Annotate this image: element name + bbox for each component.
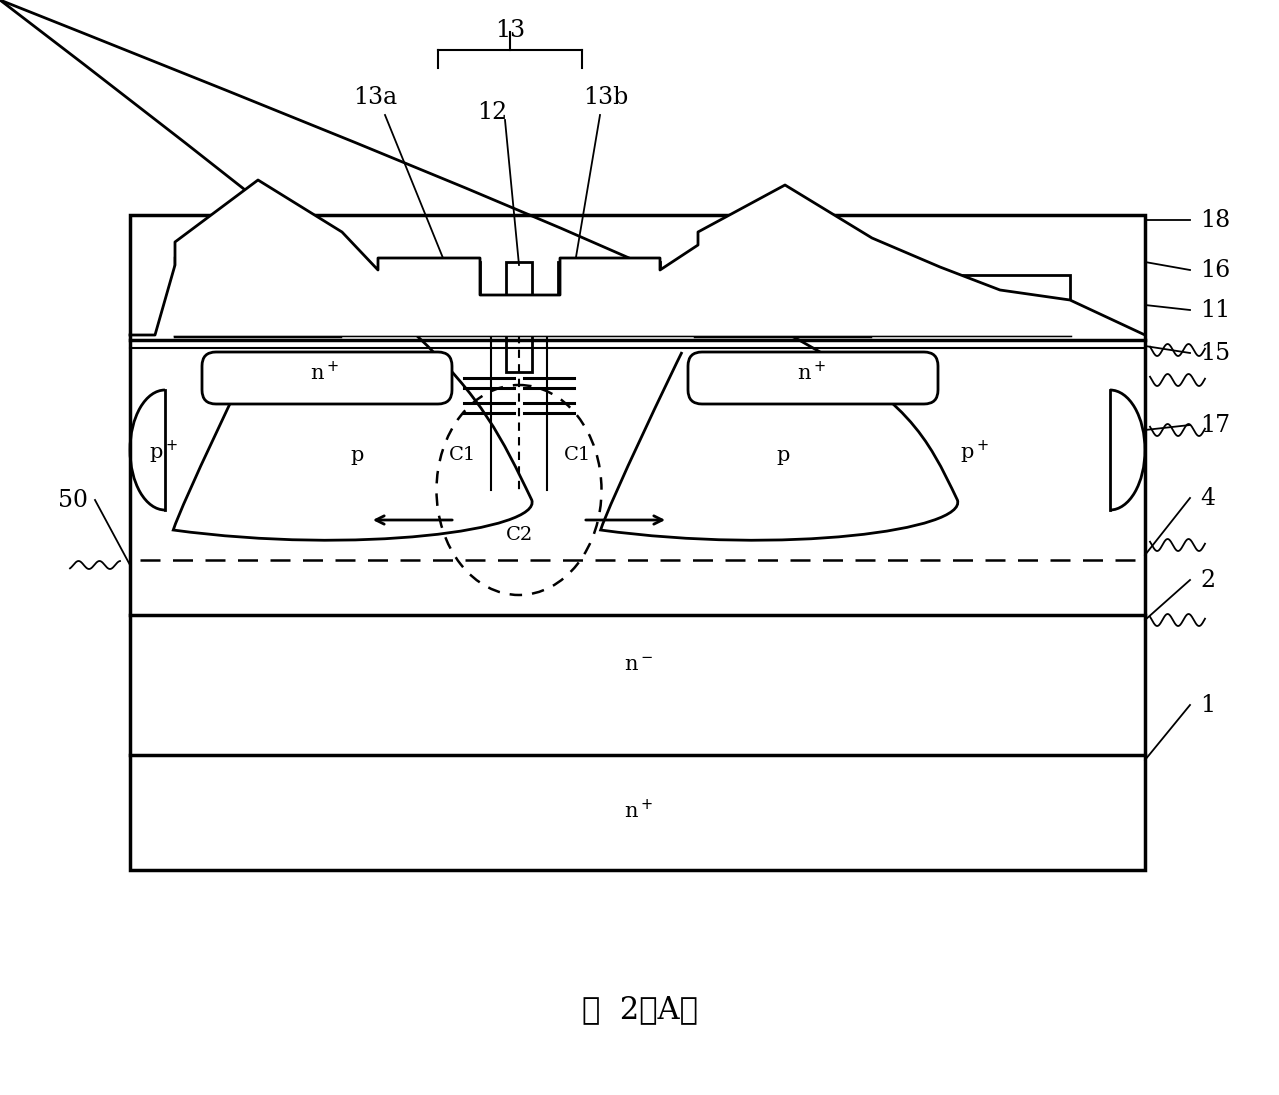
Text: 13: 13 — [495, 19, 526, 42]
Bar — [175, 258, 340, 336]
Bar — [558, 262, 660, 332]
Text: 15: 15 — [1200, 342, 1230, 365]
Text: 2: 2 — [1200, 568, 1215, 591]
Text: 12: 12 — [477, 101, 508, 124]
Text: 1: 1 — [1200, 693, 1215, 716]
Text: n$^+$: n$^+$ — [797, 360, 826, 383]
Text: n$^-$: n$^-$ — [624, 656, 654, 675]
Text: p$^+$: p$^+$ — [150, 438, 179, 465]
Text: 17: 17 — [1200, 414, 1230, 437]
Text: C2: C2 — [505, 526, 532, 544]
FancyBboxPatch shape — [688, 351, 938, 404]
FancyBboxPatch shape — [202, 351, 451, 404]
Text: 11: 11 — [1200, 299, 1230, 322]
Text: C1: C1 — [449, 446, 476, 464]
Text: C1: C1 — [563, 446, 591, 464]
Text: 4: 4 — [1200, 486, 1215, 509]
Bar — [379, 262, 480, 332]
Text: n$^+$: n$^+$ — [624, 798, 654, 821]
Text: 13b: 13b — [583, 85, 628, 108]
Bar — [940, 275, 1071, 335]
Bar — [694, 258, 870, 336]
Text: 16: 16 — [1200, 258, 1230, 281]
Bar — [130, 215, 1145, 871]
Text: 图  2（A）: 图 2（A） — [582, 994, 698, 1026]
Text: p$^+$: p$^+$ — [961, 438, 990, 465]
Text: 13a: 13a — [353, 85, 396, 108]
Text: 18: 18 — [1200, 208, 1230, 231]
Text: p: p — [776, 446, 789, 464]
Bar — [506, 262, 532, 372]
Text: p: p — [350, 446, 363, 464]
Text: n$^+$: n$^+$ — [311, 360, 339, 383]
Polygon shape — [130, 180, 1145, 335]
Text: 50: 50 — [58, 488, 88, 511]
